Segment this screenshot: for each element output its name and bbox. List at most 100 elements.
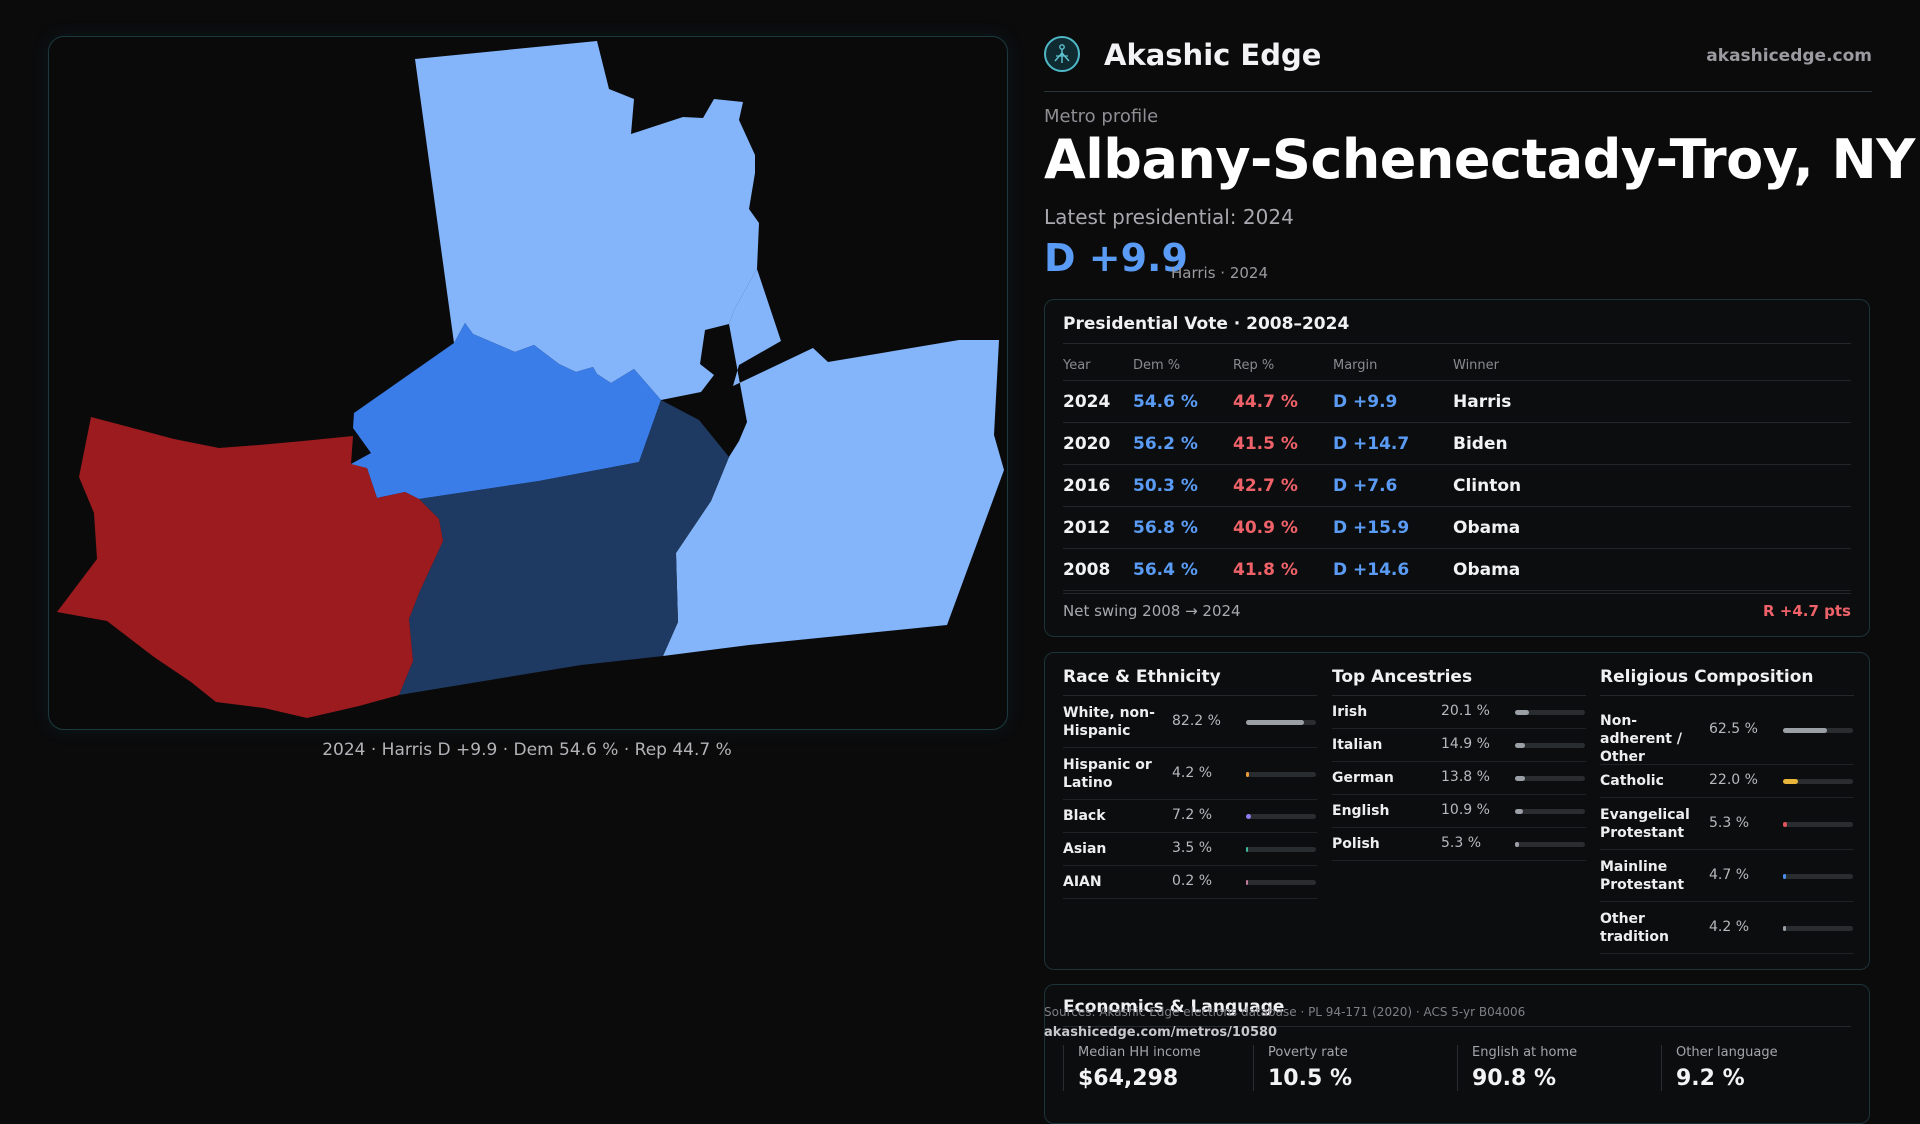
item-value: 10.9 %: [1441, 802, 1490, 818]
item-value: 82.2 %: [1172, 712, 1221, 729]
latest-presidential-label: Latest presidential: 2024: [1044, 205, 1294, 229]
item-bar-fill: [1246, 771, 1249, 777]
item-bar-fill: [1783, 779, 1799, 784]
item-bar: [1246, 880, 1316, 885]
presidential-vote-card: Presidential Vote · 2008–2024 Year Dem %…: [1044, 299, 1870, 637]
divider: [1063, 1026, 1851, 1027]
cell-margin: D +15.9: [1333, 506, 1453, 549]
county-map: [57, 41, 1004, 718]
brand-name[interactable]: Akashic Edge: [1104, 38, 1322, 72]
stat-label: Other language: [1676, 1045, 1778, 1060]
cell-rep: 41.8 %: [1233, 548, 1333, 591]
demographics-card: Race & Ethnicity White, non-Hispanic 82.2…: [1044, 652, 1870, 970]
cell-winner: Obama: [1453, 548, 1851, 591]
item-value: 4.7 %: [1709, 866, 1750, 883]
header-divider: [1044, 91, 1872, 92]
headline-margin: D +9.9: [1044, 236, 1188, 280]
item-value: 62.5 %: [1709, 721, 1758, 737]
list-item: Italian 14.9 %: [1332, 729, 1586, 762]
item-label: Other tradition: [1600, 910, 1669, 945]
col-dem: Dem %: [1133, 350, 1233, 381]
list-item: Black 7.2 %: [1063, 800, 1317, 833]
brand-url-link[interactable]: akashicedge.com: [1706, 46, 1872, 66]
cell-year: 2012: [1063, 506, 1133, 549]
page-title: Albany-Schenectady-Troy, NY: [1044, 128, 1915, 191]
county-schoharie[interactable]: [57, 417, 443, 718]
cell-year: 2024: [1063, 380, 1133, 423]
list-item: English 10.9 %: [1332, 795, 1586, 828]
item-value: 3.5 %: [1172, 840, 1213, 856]
item-bar: [1515, 710, 1585, 715]
list-item: Evangelical Protestant 5.3 %: [1600, 798, 1854, 850]
item-value: 4.2 %: [1709, 918, 1750, 935]
cell-year: 2008: [1063, 548, 1133, 591]
net-swing-value: R +4.7 pts: [1763, 602, 1851, 620]
vote-card-title: Presidential Vote · 2008–2024: [1063, 314, 1350, 334]
cell-margin: D +14.6: [1333, 548, 1453, 591]
county-rensselaer[interactable]: [663, 269, 1004, 656]
ancestry-title: Top Ancestries: [1332, 667, 1586, 696]
item-label: Polish: [1332, 836, 1380, 852]
item-bar-fill: [1515, 710, 1530, 715]
item-value: 5.3 %: [1441, 835, 1482, 851]
col-rep: Rep %: [1233, 350, 1333, 381]
cell-margin: D +14.7: [1333, 422, 1453, 465]
item-label: Hispanic or Latino: [1063, 756, 1152, 791]
tree-of-life-logo-icon[interactable]: [1044, 36, 1080, 72]
col-margin: Margin: [1333, 350, 1453, 381]
county-saratoga[interactable]: [415, 41, 759, 400]
item-label: Mainline Protestant: [1600, 858, 1685, 893]
table-row: 2008 56.4 % 41.8 % D +14.6 Obama: [1063, 548, 1851, 591]
item-bar: [1515, 842, 1585, 847]
list-item: Hispanic or Latino 4.2 %: [1063, 748, 1317, 800]
county-schenectady[interactable]: [351, 323, 661, 499]
vote-table-header: Year Dem % Rep % Margin Winner: [1063, 350, 1851, 381]
item-bar: [1246, 719, 1316, 725]
cell-winner: Harris: [1453, 380, 1851, 423]
item-bar-fill: [1246, 880, 1248, 885]
cell-margin: D +7.6: [1333, 464, 1453, 507]
cell-rep: 42.7 %: [1233, 464, 1333, 507]
cell-rep: 44.7 %: [1233, 380, 1333, 423]
table-row: 2024 54.6 % 44.7 % D +9.9 Harris: [1063, 380, 1851, 423]
list-item: Mainline Protestant 4.7 %: [1600, 850, 1854, 902]
cell-margin: D +9.9: [1333, 380, 1453, 423]
item-label: Catholic: [1600, 773, 1664, 789]
item-value: 0.2 %: [1172, 873, 1213, 889]
headline-margin-sub: Harris · 2024: [1171, 264, 1269, 282]
list-item: Catholic 22.0 %: [1600, 765, 1854, 798]
item-label: Irish: [1332, 704, 1368, 720]
item-bar: [1515, 809, 1585, 814]
item-label: AIAN: [1063, 874, 1102, 890]
item-label: Asian: [1063, 841, 1107, 857]
item-bar-fill: [1246, 814, 1252, 819]
race-ethnicity-title: Race & Ethnicity: [1063, 667, 1317, 696]
cell-dem: 56.4 %: [1133, 548, 1233, 591]
item-bar-fill: [1515, 776, 1525, 781]
county-albany[interactable]: [399, 400, 729, 695]
stat-label: Median HH income: [1078, 1045, 1201, 1060]
item-bar-fill: [1246, 847, 1249, 852]
item-bar-fill: [1783, 925, 1786, 931]
divider: [1063, 343, 1851, 344]
list-item: Irish 20.1 %: [1332, 696, 1586, 729]
county-map-panel: [48, 36, 1008, 730]
item-bar: [1515, 776, 1585, 781]
economics-title: Economics & Language: [1063, 997, 1285, 1017]
item-bar: [1783, 779, 1853, 784]
list-item: Polish 5.3 %: [1332, 828, 1586, 861]
page-eyebrow: Metro profile: [1044, 106, 1159, 127]
col-winner: Winner: [1453, 350, 1851, 381]
stat-english-home: English at home 90.8 %: [1457, 1045, 1645, 1091]
source-url-link[interactable]: akashicedge.com/metros/10580: [1044, 1025, 1278, 1040]
list-item: AIAN 0.2 %: [1063, 866, 1317, 899]
item-bar: [1246, 814, 1316, 819]
religion-section: Religious Composition Non-adherent / Oth…: [1600, 667, 1854, 954]
race-ethnicity-section: Race & Ethnicity White, non-Hispanic 82.2…: [1063, 667, 1317, 899]
net-swing-label: Net swing 2008 → 2024: [1063, 602, 1241, 620]
item-bar-fill: [1515, 842, 1519, 847]
cell-dem: 56.2 %: [1133, 422, 1233, 465]
item-bar: [1783, 925, 1853, 931]
cell-winner: Biden: [1453, 422, 1851, 465]
cell-winner: Clinton: [1453, 464, 1851, 507]
